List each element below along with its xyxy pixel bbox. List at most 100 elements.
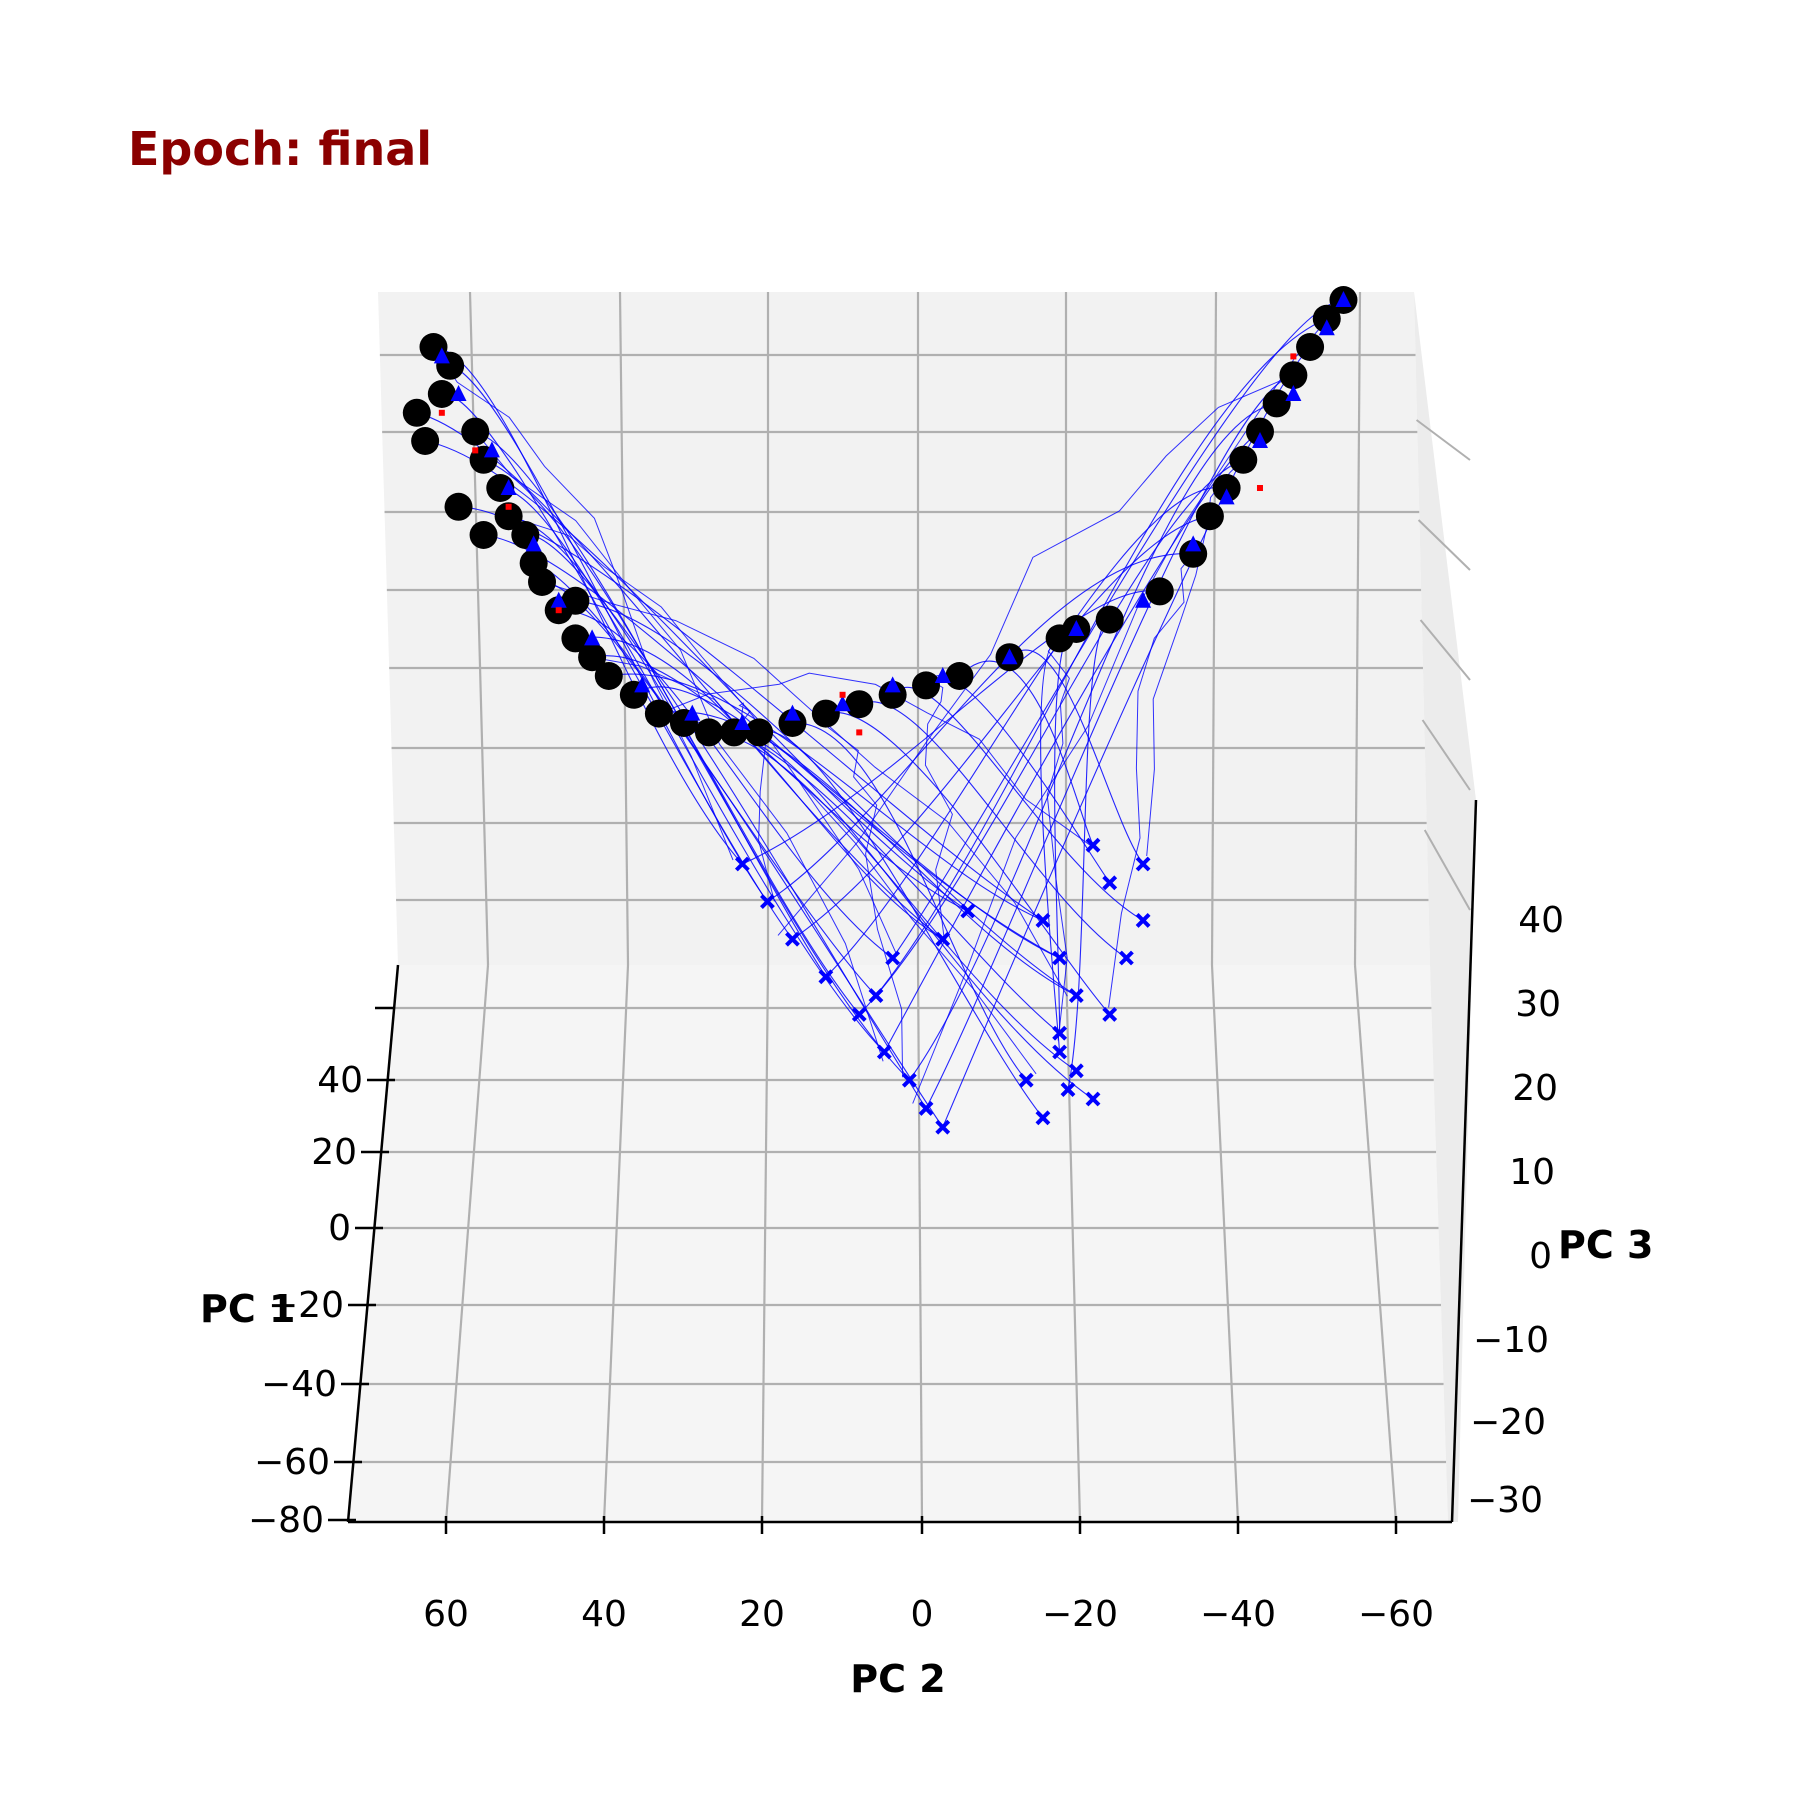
trajectory-line — [1046, 638, 1070, 1041]
y-tick-label: −80 — [248, 1500, 324, 1541]
trajectory-line — [558, 609, 893, 959]
z-tick-label: 30 — [1515, 984, 1561, 1025]
x-point — [1052, 1025, 1068, 1041]
z-tick-label: −20 — [1470, 1402, 1546, 1443]
trajectory-line — [416, 412, 944, 940]
triangle-point — [684, 704, 701, 721]
red-point — [1256, 485, 1263, 491]
x-point — [901, 1072, 917, 1088]
red-point — [555, 607, 562, 614]
state-point — [1145, 577, 1174, 606]
state-point — [561, 586, 590, 615]
trajectory-line — [825, 486, 1227, 978]
state-point — [745, 718, 774, 747]
triangle-point — [1318, 319, 1335, 336]
gridline-floor-v — [1353, 964, 1398, 1523]
trajectory-line — [633, 686, 1060, 959]
state-point — [845, 690, 874, 719]
x-point — [1135, 912, 1151, 928]
red-point — [856, 729, 863, 736]
state-point — [578, 643, 607, 672]
gridline-side — [1415, 419, 1471, 461]
gridline-back-v — [1353, 291, 1362, 966]
state-point — [528, 568, 557, 596]
state-point — [494, 502, 523, 531]
y-tick-label: 0 — [328, 1208, 351, 1249]
x-point — [785, 931, 800, 947]
triangle-point — [1001, 648, 1018, 665]
trajectory-line — [742, 590, 1160, 865]
z-tick-label: −10 — [1473, 1320, 1549, 1361]
trajectory-line — [541, 581, 1068, 997]
gridline-side — [1423, 829, 1471, 911]
trajectory-line — [608, 673, 1044, 921]
gridline-side — [1419, 619, 1471, 681]
x-point — [1118, 950, 1134, 966]
triangle-point — [834, 695, 851, 712]
gridline-side — [1421, 719, 1471, 791]
red-point — [1290, 353, 1297, 360]
x-point — [935, 931, 951, 947]
triangle-point — [784, 704, 801, 721]
state-point — [644, 699, 673, 728]
back-pane — [378, 292, 1430, 965]
state-point — [778, 709, 807, 737]
triangle-point — [525, 535, 542, 552]
trajectory-line — [525, 534, 927, 1109]
x-tick-label: −60 — [1358, 1594, 1434, 1635]
x-point — [1018, 1072, 1034, 1088]
x-point — [876, 1044, 892, 1060]
state-point — [1279, 361, 1308, 390]
trajectory-line — [959, 660, 1094, 846]
gridline-floor-v — [1210, 964, 1240, 1523]
z-tick-label: 10 — [1509, 1152, 1555, 1193]
state-point — [402, 398, 431, 427]
x-point — [734, 856, 750, 872]
x-point — [868, 988, 884, 1004]
x-point — [851, 1006, 867, 1022]
state-point — [1312, 304, 1341, 333]
state-point — [444, 492, 473, 521]
gridline-floor-v — [444, 964, 490, 1523]
x-point — [760, 894, 775, 910]
state-point — [427, 380, 456, 408]
state-point — [469, 521, 498, 549]
triangle-point — [1218, 488, 1235, 505]
trajectory-line — [758, 730, 1044, 1119]
y-tick-label: −60 — [254, 1442, 330, 1483]
x-point — [960, 903, 976, 919]
triangle-point — [450, 385, 467, 401]
trajectory-line — [733, 731, 1094, 1100]
x-point — [1068, 988, 1084, 1004]
state-point — [1262, 389, 1291, 418]
z-tick-label: 40 — [1518, 900, 1564, 941]
trajectory-line — [777, 374, 1294, 936]
y-tick-label: −20 — [268, 1285, 344, 1326]
trajectory-line — [1009, 649, 1144, 865]
z-tick-label: 20 — [1512, 1068, 1558, 1109]
x-tick-label: −20 — [1042, 1594, 1118, 1635]
red-point — [438, 409, 445, 416]
triangle-point — [1135, 591, 1152, 608]
state-point — [1095, 605, 1124, 634]
state-point — [561, 624, 590, 653]
gridline-back-v — [468, 291, 490, 966]
trajectory-line — [1108, 553, 1194, 1008]
gridline-back-v — [1210, 291, 1218, 966]
triangle-point — [550, 591, 567, 608]
triangle-point — [1335, 291, 1352, 307]
chart-title: Epoch: final — [128, 122, 432, 176]
trajectory-line — [883, 431, 1261, 1053]
triangle-point — [433, 347, 450, 364]
x-point — [885, 950, 901, 966]
floor-pane — [348, 965, 1448, 1522]
triangle-point — [1251, 432, 1268, 448]
x-tick-label: 40 — [581, 1594, 627, 1635]
state-point — [811, 699, 840, 728]
x-point — [1052, 950, 1068, 966]
x-point — [1135, 856, 1151, 872]
state-point — [594, 662, 623, 690]
x-point — [1035, 1110, 1051, 1126]
triangle-point — [634, 676, 651, 693]
